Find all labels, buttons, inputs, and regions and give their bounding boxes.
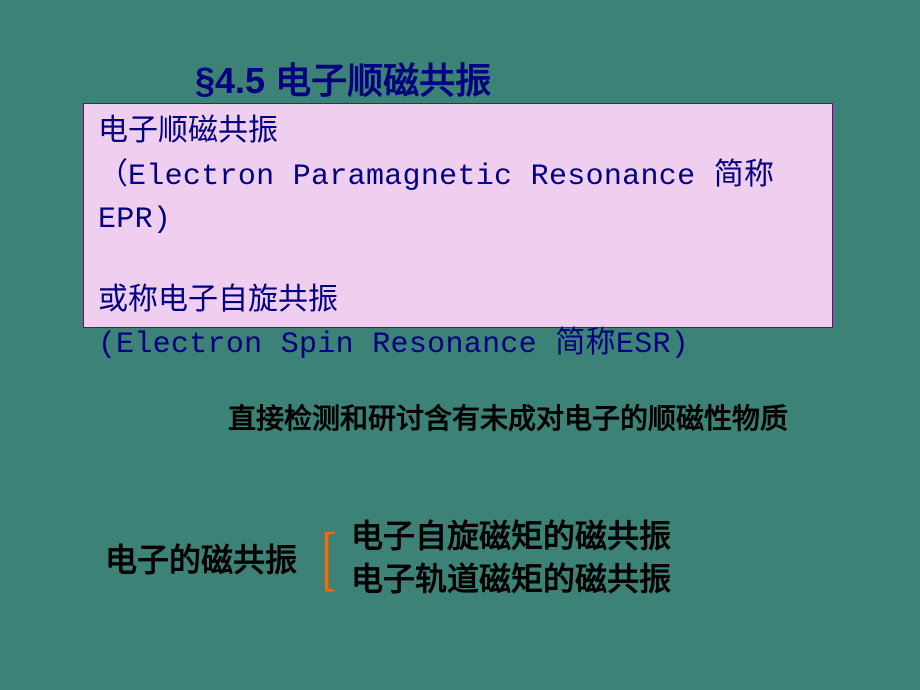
bracket-right-items: 电子自旋磁矩的磁共振 电子轨道磁矩的磁共振: [351, 515, 671, 601]
definition-line3: 或称电子自旋共振: [98, 281, 818, 325]
definition-line1: 电子顺磁共振: [98, 112, 818, 156]
def-english-2: Electron Spin Resonance 简称ESR): [116, 328, 689, 362]
definition-line4: (Electron Spin Resonance 简称ESR): [98, 324, 818, 368]
section-title: §4.5 电子顺磁共振: [195, 52, 491, 104]
bracket-item-1: 电子自旋磁矩的磁共振: [351, 515, 671, 558]
definition-line2: （Electron Paramagnetic Resonance 简称EPR): [98, 156, 818, 243]
definition-box: 电子顺磁共振 （Electron Paramagnetic Resonance …: [83, 103, 833, 328]
def-prefix-1: （: [98, 160, 128, 194]
bracket-symbol: [: [322, 537, 336, 580]
bracket-item-2: 电子轨道磁矩的磁共振: [351, 558, 671, 601]
definition-spacer: [98, 243, 818, 281]
def-prefix-2: (: [98, 328, 116, 362]
def-english-1: Electron Paramagnetic Resonance 简称EPR): [98, 160, 774, 238]
bracket-left-label: 电子的磁共振: [105, 535, 297, 581]
description-text: 直接检测和研讨含有未成对电子的顺磁性物质: [228, 397, 788, 437]
bracket-section: 电子的磁共振 [ 电子自旋磁矩的磁共振 电子轨道磁矩的磁共振: [105, 515, 671, 601]
